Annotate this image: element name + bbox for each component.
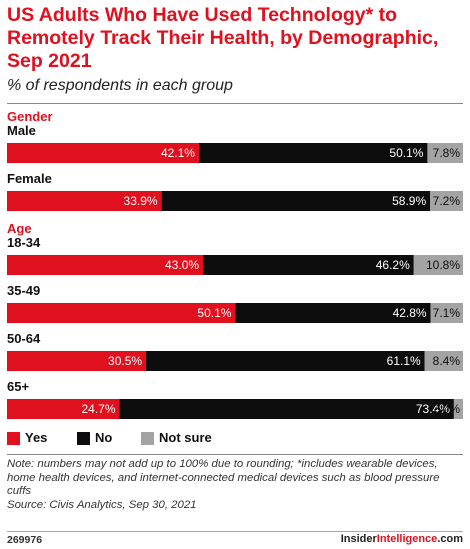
- bar-female-not-sure: [430, 191, 463, 211]
- brand-main: Insider: [340, 533, 377, 545]
- chart-id: 269976: [7, 534, 43, 546]
- footer-divider: [7, 531, 463, 532]
- row-label-female: Female: [7, 171, 52, 186]
- value-label-female-no: 58.9%: [392, 194, 426, 208]
- bar-female-no: [161, 191, 431, 211]
- value-label-65-no: 73.4%: [416, 402, 450, 416]
- row-label-male: Male: [7, 123, 36, 138]
- legend-label-not-sure: Not sure: [159, 430, 212, 445]
- value-label-35-49-yes: 50.1%: [197, 306, 231, 320]
- bottom-divider: [7, 454, 463, 455]
- value-label-65-yes: 24.7%: [81, 402, 115, 416]
- legend-swatch-not-sure: [141, 432, 154, 445]
- top-divider: [7, 103, 463, 104]
- bar-male-yes: [7, 143, 199, 163]
- bar-18-34-yes: [7, 255, 204, 275]
- bar-65-no: [119, 399, 454, 419]
- bar-female-yes: [7, 191, 162, 211]
- section-label-gender: Gender: [7, 109, 53, 124]
- brand-accent: Intelligence: [376, 533, 438, 545]
- section-label-age: Age: [7, 221, 32, 236]
- legend-label-no: No: [95, 430, 113, 445]
- chart-subtitle: % of respondents in each group: [7, 77, 233, 94]
- row-label-65: 65+: [7, 379, 29, 394]
- value-label-female-yes: 33.9%: [124, 194, 158, 208]
- value-label-50-64-no: 61.1%: [387, 354, 421, 368]
- legend-label-yes: Yes: [25, 430, 48, 445]
- value-label-18-34-yes: 43.0%: [165, 258, 199, 272]
- bar-35-49-yes: [7, 303, 236, 323]
- value-label-female-not-sure: 7.2%: [433, 194, 461, 208]
- value-label-50-64-yes: 30.5%: [108, 354, 142, 368]
- value-label-50-64-not-sure: 8.4%: [433, 354, 461, 368]
- bar-35-49-no: [235, 303, 431, 323]
- row-label-18-34: 18-34: [7, 235, 41, 250]
- value-label-18-34-not-sure: 10.8%: [426, 258, 460, 272]
- bar-35-49-not-sure: [430, 303, 463, 323]
- value-label-male-no: 50.1%: [389, 146, 423, 160]
- bar-18-34-not-sure: [413, 255, 463, 275]
- value-label-35-49-no: 42.8%: [393, 306, 427, 320]
- footnote: Note: numbers may not add up to 100% due…: [7, 458, 465, 512]
- legend-swatch-yes: [7, 432, 20, 445]
- footnote-note: Note: numbers may not add up to 100% due…: [7, 458, 440, 497]
- legend-swatch-no: [77, 432, 90, 445]
- bar-50-64-no: [146, 351, 425, 371]
- chart-title: US Adults Who Have Used Technology* to R…: [7, 4, 439, 72]
- bar-male-not-sure: [427, 143, 463, 163]
- bar-65-not-sure: [453, 399, 463, 419]
- bar-male-no: [198, 143, 428, 163]
- row-label-50-64: 50-64: [7, 331, 41, 346]
- value-label-65-not-sure: 2.0%: [433, 402, 461, 416]
- section-label-total: Total: [7, 429, 37, 430]
- bar-18-34-no: [203, 255, 414, 275]
- value-label-35-49-not-sure: 7.1%: [433, 306, 461, 320]
- brand-suffix: .com: [437, 533, 463, 545]
- row-label-35-49: 35-49: [7, 283, 40, 298]
- value-label-male-yes: 42.1%: [161, 146, 195, 160]
- bar-50-64-yes: [7, 351, 147, 371]
- footnote-source: Source: Civis Analytics, Sep 30, 2021: [7, 498, 197, 511]
- value-label-18-34-no: 46.2%: [376, 258, 410, 272]
- brand-logo: InsiderIntelligence.com: [341, 533, 463, 545]
- bar-50-64-not-sure: [424, 351, 463, 371]
- bar-65-yes: [7, 399, 120, 419]
- value-label-male-not-sure: 7.8%: [433, 146, 461, 160]
